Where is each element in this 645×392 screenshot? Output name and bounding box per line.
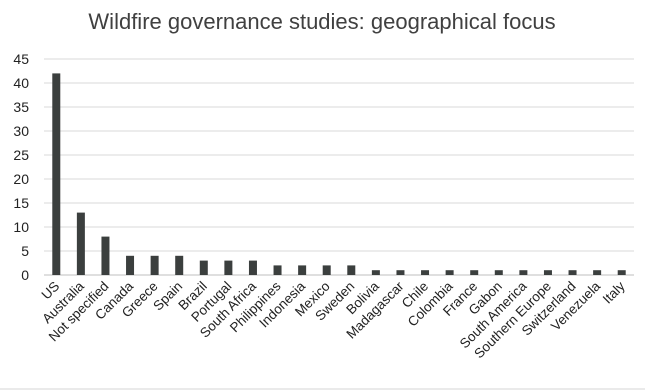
x-tick-label: Italy (600, 278, 628, 306)
y-tick-label: 5 (21, 243, 29, 259)
bar-portugal (224, 260, 233, 275)
bar-colombia (445, 270, 454, 275)
bar-venezuela (593, 270, 602, 275)
gridlines (44, 58, 634, 252)
bar-switzerland (568, 270, 577, 275)
y-tick-label: 0 (21, 267, 29, 283)
bar-south-america (519, 270, 528, 275)
y-tick-label: 45 (13, 51, 29, 67)
bar-bolivia (371, 270, 380, 275)
bar-canada (126, 255, 135, 275)
bar-greece (150, 255, 159, 275)
bar-spain (175, 255, 184, 275)
bar-madagascar (396, 270, 405, 275)
bars (52, 73, 626, 276)
bar-gabon (494, 270, 503, 275)
bar-australia (76, 212, 85, 275)
y-tick-label: 10 (13, 219, 29, 235)
y-tick-label: 30 (13, 123, 29, 139)
bar-us (52, 73, 61, 276)
y-tick-label: 25 (13, 147, 29, 163)
y-tick-label: 35 (13, 99, 29, 115)
y-axis-ticks: 0 5 10 15 20 25 30 35 40 45 (13, 51, 29, 283)
y-tick-label: 20 (13, 171, 29, 187)
bar-france (470, 270, 479, 275)
bar-south-africa (248, 260, 257, 275)
bar-mexico (322, 265, 331, 275)
bar-philippines (273, 265, 282, 275)
bar-indonesia (298, 265, 307, 275)
bar-not-specified (101, 236, 110, 275)
chart-title: Wildfire governance studies: geographica… (88, 9, 555, 34)
bar-italy (617, 270, 626, 275)
y-tick-label: 15 (13, 195, 29, 211)
bar-chile (421, 270, 430, 275)
bar-sweden (347, 265, 356, 275)
bar-southern-europe (543, 270, 552, 275)
bar-brazil (199, 260, 208, 275)
y-tick-label: 40 (13, 75, 29, 91)
